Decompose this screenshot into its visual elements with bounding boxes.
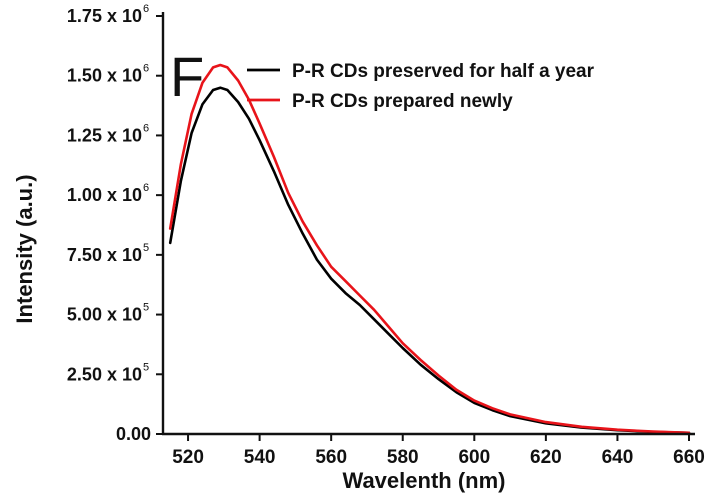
x-tick-label-4: 600 xyxy=(458,447,490,468)
series-line-0 xyxy=(168,86,691,435)
y-tick-exponent-5: 6 xyxy=(143,122,149,134)
y-tick-label-6: 1.50 x 10 xyxy=(67,66,142,86)
panel-letter-label: F xyxy=(170,45,204,108)
y-tick-exponent-7: 6 xyxy=(143,3,149,15)
x-tick-label-0: 520 xyxy=(172,447,204,468)
legend-label-0: P-R CDs preserved for half a year xyxy=(292,61,595,82)
y-tick-exponent-2: 5 xyxy=(143,302,149,314)
x-tick-label-3: 580 xyxy=(387,447,419,468)
y-tick-exponent-1: 5 xyxy=(143,361,149,373)
y-tick-label-3: 7.50 x 10 xyxy=(67,245,142,265)
y-tick-label-7: 1.75 x 10 xyxy=(67,6,142,26)
y-axis-title: Intensity (a.u.) xyxy=(12,174,37,323)
x-tick-label-6: 640 xyxy=(602,447,634,468)
y-tick-label-4: 1.00 x 10 xyxy=(67,185,142,205)
y-tick-exponent-6: 6 xyxy=(143,63,149,75)
y-tick-exponent-3: 5 xyxy=(143,242,149,254)
y-tick-exponent-4: 6 xyxy=(143,182,149,194)
y-tick-label-0: 0.00 xyxy=(116,424,151,444)
x-tick-label-7: 660 xyxy=(673,447,705,468)
y-tick-label-5: 1.25 x 10 xyxy=(67,125,142,145)
x-tick-label-1: 540 xyxy=(244,447,276,468)
legend-label-1: P-R CDs prepared newly xyxy=(292,91,513,112)
y-tick-label-2: 5.00 x 10 xyxy=(67,305,142,325)
series-line-1 xyxy=(168,63,691,435)
x-tick-label-5: 620 xyxy=(530,447,562,468)
plot-axes-group xyxy=(156,12,695,441)
x-tick-label-2: 560 xyxy=(315,447,347,468)
y-tick-label-1: 2.50 x 10 xyxy=(67,364,142,384)
plot-series-group xyxy=(168,63,691,435)
x-axis-title: Wavelenth (nm) xyxy=(343,468,506,493)
